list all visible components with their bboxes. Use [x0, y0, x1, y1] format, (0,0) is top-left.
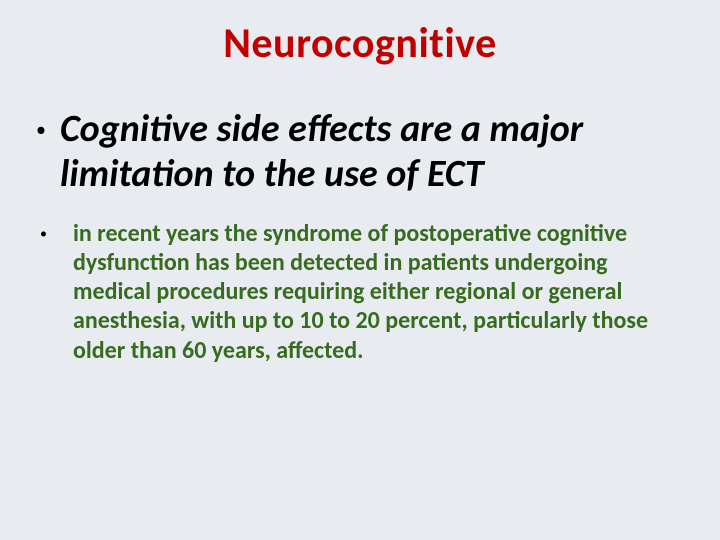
- slide-title: Neurocognitive: [36, 18, 684, 69]
- bullet-item-1: • Cognitive side effects are a major lim…: [36, 107, 684, 197]
- bullet-list: • Cognitive side effects are a major lim…: [36, 107, 684, 365]
- bullet-marker: •: [36, 107, 46, 153]
- bullet-marker: •: [40, 219, 47, 249]
- bullet-item-2: • in recent years the syndrome of postop…: [36, 219, 684, 365]
- bullet-text-2: in recent years the syndrome of postoper…: [73, 219, 684, 365]
- bullet-text-1: Cognitive side effects are a major limit…: [60, 107, 684, 197]
- slide: Neurocognitive • Cognitive side effects …: [0, 0, 720, 540]
